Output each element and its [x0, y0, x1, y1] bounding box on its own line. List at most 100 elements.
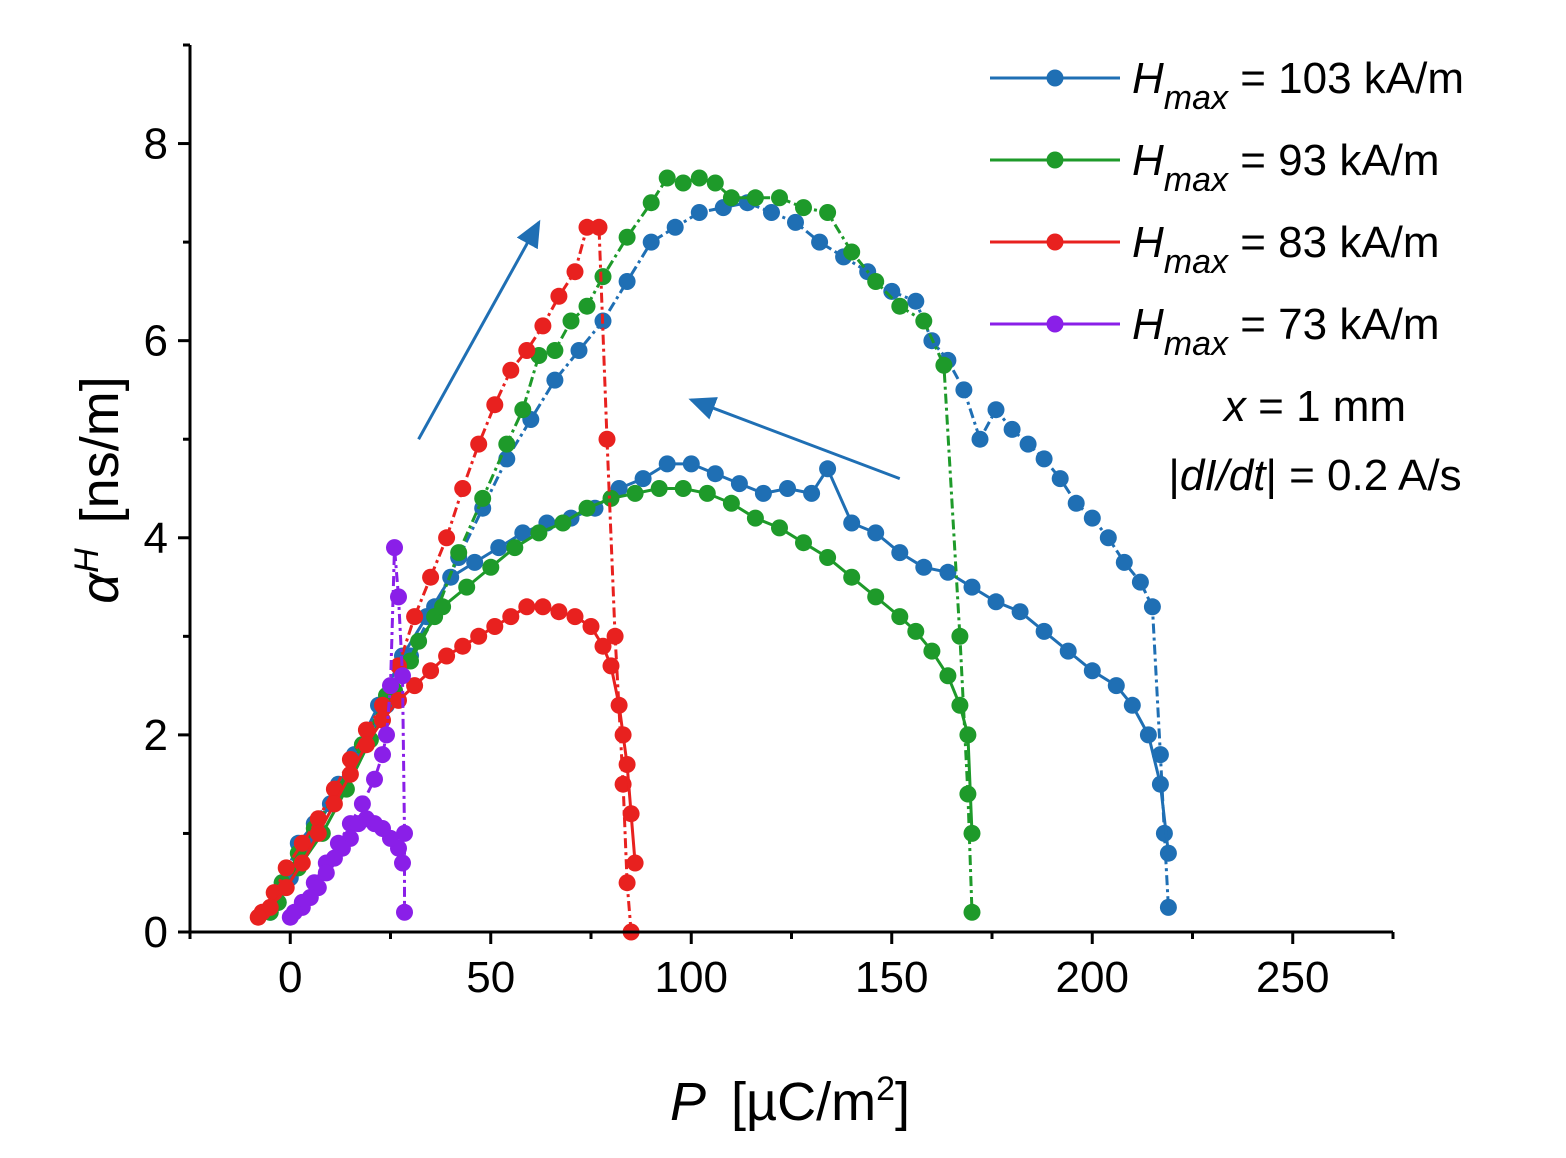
- data-point: [891, 544, 909, 562]
- data-point: [498, 450, 516, 468]
- data-point: [1051, 470, 1069, 488]
- data-point: [454, 480, 472, 497]
- data-point: [706, 174, 724, 192]
- data-point: [382, 677, 399, 695]
- legend: Hmax = 103 kA/m Hmax = 93 kA/m Hmax = 83 k…: [990, 54, 1464, 363]
- data-point: [386, 539, 403, 557]
- data-point: [374, 746, 391, 764]
- legend-marker: [1046, 233, 1064, 251]
- y-tick-label: 8: [144, 120, 168, 169]
- data-point: [490, 539, 508, 557]
- data-point: [907, 292, 925, 310]
- legend-entry: Hmax = 103 kA/m: [990, 54, 1464, 117]
- data-point: [594, 268, 612, 286]
- data-point: [602, 657, 620, 675]
- data-point: [353, 795, 371, 813]
- data-point: [325, 795, 343, 813]
- distance-note: x = 1 mm: [1222, 382, 1406, 431]
- data-point: [325, 849, 343, 867]
- data-point: [454, 637, 472, 655]
- y-axis-symbol: α: [70, 571, 130, 604]
- data-point: [546, 342, 564, 359]
- x-tick-label: 100: [655, 953, 728, 1002]
- data-point: [337, 780, 355, 798]
- data-point: [458, 578, 476, 596]
- data-point: [803, 484, 821, 502]
- data-point: [867, 273, 885, 290]
- data-point: [843, 243, 861, 261]
- data-point: [606, 627, 624, 645]
- legend-label: Hmax = 103 kA/m: [1132, 54, 1464, 117]
- data-point: [1059, 642, 1077, 660]
- data-point: [951, 627, 969, 645]
- data-point: [1159, 844, 1177, 862]
- x-tick-label: 250: [1256, 953, 1329, 1002]
- data-point: [1083, 662, 1101, 680]
- data-point: [1067, 494, 1085, 512]
- data-point: [626, 484, 644, 502]
- data-point: [626, 854, 644, 872]
- data-point: [722, 494, 740, 512]
- data-point: [534, 598, 552, 616]
- x-axis-symbol: P: [670, 1072, 706, 1132]
- data-point: [594, 637, 612, 655]
- data-point: [674, 174, 692, 192]
- data-point: [658, 455, 676, 473]
- data-point: [349, 815, 367, 833]
- data-point: [534, 317, 552, 335]
- data-point: [795, 199, 812, 217]
- data-point: [1011, 603, 1029, 621]
- data-point: [277, 879, 295, 897]
- legend-label: Hmax = 93 kA/m: [1132, 136, 1440, 199]
- data-point: [642, 233, 660, 251]
- data-point: [622, 805, 640, 823]
- legend-entry: Hmax = 73 kA/m: [990, 300, 1440, 363]
- data-point: [706, 465, 724, 483]
- legend-marker: [1046, 315, 1064, 333]
- data-point: [366, 770, 383, 788]
- x-axis-unit-close: ]: [895, 1072, 910, 1132]
- direction-arrow: [688, 397, 901, 481]
- data-point: [309, 824, 327, 842]
- x-tick-label: 150: [855, 953, 928, 1002]
- data-point: [959, 726, 977, 744]
- data-point: [261, 898, 279, 916]
- data-point: [562, 312, 580, 330]
- y-tick-label: 2: [144, 711, 168, 760]
- data-point: [502, 361, 520, 379]
- series-line-ascending: [268, 176, 974, 913]
- distance-value: = 1 mm: [1246, 382, 1406, 431]
- series-layer: [249, 169, 1177, 941]
- data-point: [514, 401, 532, 419]
- data-point: [566, 608, 584, 626]
- data-point: [891, 297, 909, 315]
- distance-symbol: x: [1222, 382, 1248, 431]
- data-point: [482, 558, 500, 576]
- data-point: [357, 721, 375, 739]
- data-point: [746, 189, 764, 207]
- data-point: [396, 903, 413, 921]
- data-point: [779, 480, 796, 497]
- y-tick-label: 0: [144, 908, 168, 957]
- data-point: [907, 622, 925, 640]
- data-point: [1155, 824, 1173, 842]
- y-tick-label: 6: [144, 317, 168, 366]
- data-point: [277, 859, 295, 877]
- data-point: [1159, 898, 1177, 916]
- data-point: [598, 430, 616, 448]
- data-point: [422, 568, 440, 586]
- x-axis-title: P [µC/m2]: [670, 1070, 910, 1132]
- data-point: [410, 632, 428, 650]
- data-point: [1123, 696, 1141, 714]
- data-point: [915, 312, 933, 330]
- data-point: [1035, 450, 1053, 468]
- data-point: [1107, 677, 1125, 695]
- data-point: [474, 489, 492, 507]
- data-point: [1035, 622, 1053, 640]
- data-point: [506, 539, 524, 557]
- data-point: [935, 356, 953, 374]
- data-point: [1083, 509, 1101, 527]
- data-point: [293, 834, 311, 852]
- legend-entry: Hmax = 83 kA/m: [990, 218, 1440, 281]
- legend-label: Hmax = 83 kA/m: [1132, 218, 1440, 281]
